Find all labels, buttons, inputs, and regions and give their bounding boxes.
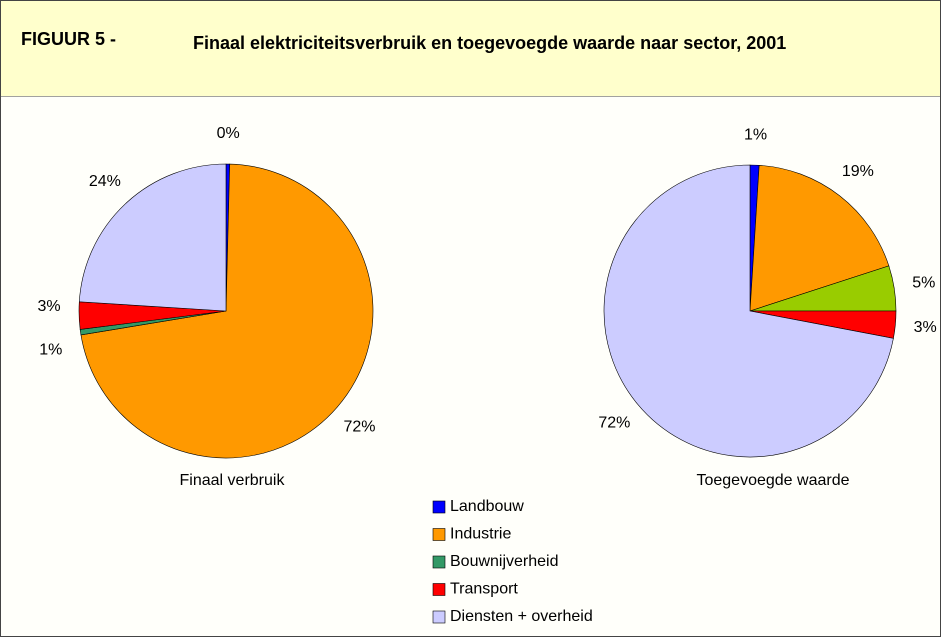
data-label: 5% [912, 275, 935, 292]
legend-label: Industrie [450, 526, 511, 543]
pie-label: Toegevoegde waarde [696, 472, 849, 489]
legend-label: Landbouw [450, 498, 524, 515]
data-label: 72% [343, 418, 375, 435]
legend-swatch [432, 555, 446, 569]
data-label: 0% [217, 125, 240, 142]
legend-swatch [432, 528, 446, 541]
data-label: 3% [914, 319, 937, 336]
legend-swatch [432, 610, 446, 624]
header: FIGUUR 5 - Finaal elektriciteitsverbruik… [0, 0, 941, 97]
data-label: 1% [39, 342, 62, 359]
data-label: 19% [842, 163, 874, 180]
data-label: 1% [744, 126, 767, 143]
data-label: 72% [598, 414, 630, 431]
legend-label: Transport [450, 581, 518, 598]
legend-swatch [432, 583, 446, 596]
legend-label: Bouwnijverheid [450, 553, 559, 570]
pie-label: Finaal verbruik [180, 472, 286, 489]
figure-title: Finaal elektriciteitsverbruik en toegevo… [193, 33, 787, 53]
pie-slice [78, 163, 227, 312]
data-label: 24% [89, 173, 121, 190]
figure-number: FIGUUR 5 - [21, 29, 117, 49]
data-label: 3% [38, 298, 61, 315]
pie-slice [749, 164, 890, 312]
pie-slice [603, 164, 894, 458]
pie-slice [80, 163, 374, 459]
legend-swatch [432, 500, 446, 514]
chart: 0% 72% 1% 3% 24% Finaal verbruik 1% 19% 5% 3% 72% T… [0, 96, 941, 637]
legend-label: Diensten + overheid [450, 608, 593, 625]
